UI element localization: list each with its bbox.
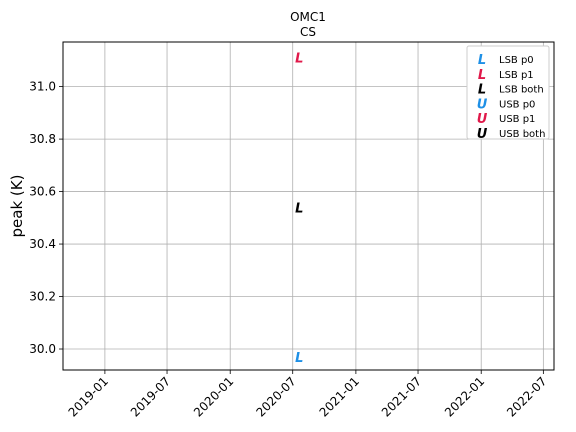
data-points: L L L bbox=[295, 52, 303, 366]
legend-marker-lsb-p0: L bbox=[478, 53, 486, 68]
legend-label: LSB both bbox=[499, 85, 544, 96]
legend-marker-usb-both: U bbox=[477, 127, 488, 142]
legend-label: USB both bbox=[499, 129, 545, 140]
data-point-lsb-p0: L bbox=[295, 351, 303, 366]
y-tick-label: 30.0 bbox=[29, 342, 56, 356]
y-tick-label: 30.2 bbox=[29, 290, 56, 304]
legend-box bbox=[466, 45, 550, 140]
y-tick-label: 30.4 bbox=[29, 237, 56, 251]
chart-title: OMC1 bbox=[290, 10, 326, 24]
y-axis: 30.0 30.2 30.4 30.6 30.8 31.0 bbox=[29, 80, 63, 356]
legend: L LSB p0 L LSB p1 L LSB both U USB p0 U USB p1 U US… bbox=[466, 45, 550, 142]
y-tick-label: 31.0 bbox=[29, 80, 56, 94]
legend-label: LSB p0 bbox=[499, 55, 534, 66]
plot-frame bbox=[62, 41, 555, 371]
data-point-lsb-both: L bbox=[295, 201, 303, 216]
legend-label: USB p1 bbox=[499, 114, 535, 125]
y-axis-label: peak (K) bbox=[8, 175, 26, 238]
legend-marker-usb-p1: U bbox=[477, 112, 488, 127]
legend-marker-lsb-p1: L bbox=[478, 68, 486, 83]
chart-subtitle: CS bbox=[300, 25, 316, 39]
legend-marker-usb-p0: U bbox=[477, 97, 488, 112]
legend-marker-lsb-both: L bbox=[478, 83, 486, 98]
legend-label: USB p0 bbox=[499, 99, 535, 110]
data-point-lsb-p1: L bbox=[295, 52, 303, 67]
legend-label: LSB p1 bbox=[499, 70, 534, 81]
y-tick-label: 30.6 bbox=[29, 185, 56, 199]
y-tick-label: 30.8 bbox=[29, 132, 56, 146]
